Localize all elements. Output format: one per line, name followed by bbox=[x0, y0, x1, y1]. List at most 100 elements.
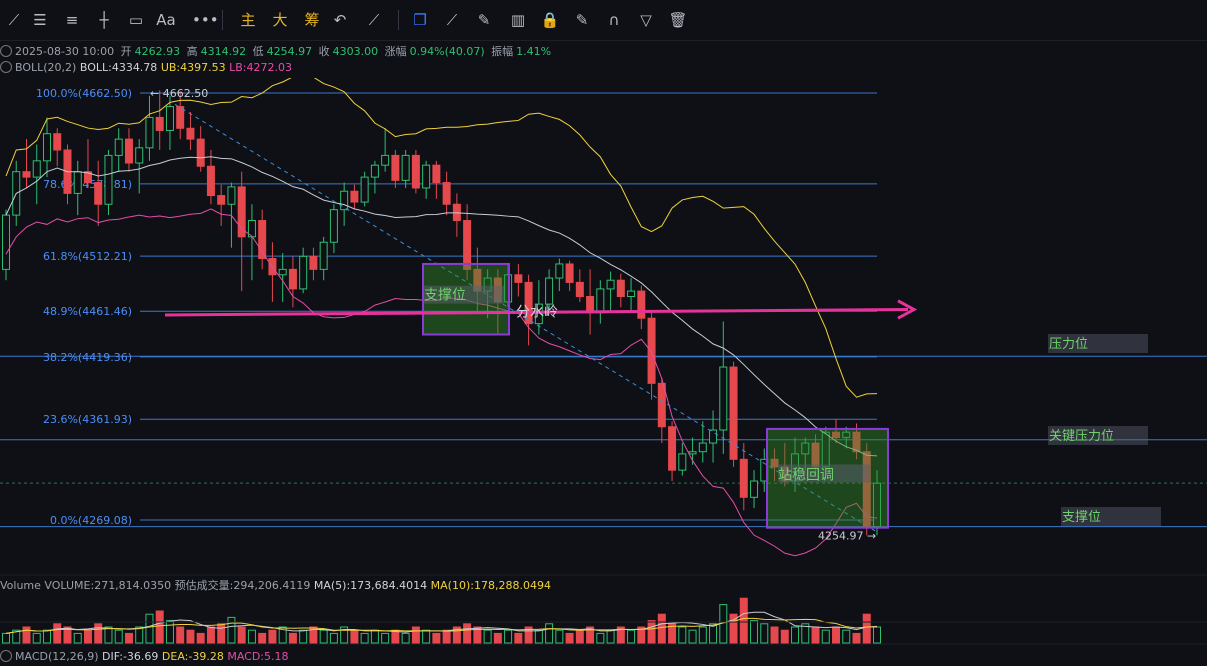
volume-name: Volume bbox=[0, 579, 41, 592]
horizontal-lines-icon[interactable]: ☰ bbox=[33, 11, 47, 29]
fib-label: 0.0%(4269.08) bbox=[50, 514, 132, 527]
candle-body bbox=[391, 154, 400, 181]
volume-bar bbox=[534, 629, 543, 644]
volume-bar bbox=[299, 629, 308, 644]
boll-mid-value: BOLL:4334.78 bbox=[79, 61, 158, 74]
fib-label: 61.8%(4512.21) bbox=[43, 250, 132, 263]
volume-bar bbox=[821, 629, 830, 644]
bell-icon[interactable] bbox=[0, 650, 12, 662]
boll-readout: BOLL(20,2) BOLL:4334.78 UB:4397.53 LB:42… bbox=[0, 61, 292, 77]
volume-bar bbox=[411, 626, 420, 644]
candle-body bbox=[801, 442, 810, 455]
candle-body bbox=[852, 431, 861, 453]
high-value: 4314.92 bbox=[200, 45, 247, 58]
trash-icon[interactable]: 🗑 bbox=[668, 11, 688, 29]
rectangle-icon[interactable]: ▭ bbox=[128, 11, 144, 29]
candle-body bbox=[411, 154, 420, 189]
watershed-arrowhead bbox=[897, 299, 918, 320]
copy-icon[interactable]: ❐ bbox=[413, 11, 427, 29]
volume-bar bbox=[217, 623, 226, 644]
candle-body bbox=[350, 190, 359, 203]
trendline-icon[interactable]: ⟋ bbox=[8, 11, 20, 29]
volume-bar bbox=[268, 629, 277, 644]
volume-bar bbox=[862, 613, 871, 644]
bell-icon[interactable] bbox=[0, 61, 12, 73]
candle-icon[interactable]: ▥ bbox=[510, 11, 526, 29]
volume-bar bbox=[288, 632, 297, 644]
notes-icon[interactable]: ✎ bbox=[575, 11, 589, 29]
volume-bar bbox=[145, 613, 154, 644]
candle-body bbox=[534, 303, 543, 325]
candle-body bbox=[647, 317, 656, 384]
toolbar-separator bbox=[222, 10, 223, 30]
macd-name[interactable]: MACD(12,26,9) bbox=[15, 650, 99, 663]
volume-bar bbox=[852, 632, 861, 644]
price-chart[interactable]: 100.0%(4662.50)78.6%(4578.81)61.8%(4512.… bbox=[0, 78, 1207, 650]
candle-body bbox=[770, 458, 779, 468]
candle-body bbox=[83, 171, 92, 184]
cross-line-icon[interactable]: ┼ bbox=[99, 11, 109, 29]
boll-mid-line bbox=[5, 156, 878, 457]
volume-bar bbox=[606, 629, 615, 644]
volume-bar bbox=[114, 629, 123, 644]
volume-bar bbox=[340, 626, 349, 644]
boll-name[interactable]: BOLL(20,2) bbox=[15, 61, 77, 74]
candle-body bbox=[299, 255, 308, 290]
open-label: 开 bbox=[120, 45, 132, 58]
volume-ma5: MA(5):173,684.4014 bbox=[313, 579, 428, 592]
parallel-channel-icon[interactable]: ≡ bbox=[65, 11, 79, 29]
volume-bar bbox=[401, 632, 410, 644]
candle-body bbox=[862, 451, 871, 528]
volume-bar bbox=[12, 629, 21, 644]
candle-body bbox=[135, 147, 144, 164]
support-label-bg bbox=[1061, 507, 1161, 526]
volume-bar bbox=[2, 632, 10, 644]
volume-bar bbox=[135, 626, 144, 644]
big-tool[interactable]: 大 bbox=[272, 11, 288, 29]
volume-bar bbox=[596, 632, 605, 644]
magnet-icon[interactable]: ∩ bbox=[608, 11, 620, 29]
volume-bar bbox=[32, 632, 41, 644]
volume-bar bbox=[657, 613, 666, 644]
main-tool[interactable]: 主 bbox=[240, 11, 256, 29]
brush-icon[interactable]: ✎ bbox=[477, 11, 491, 29]
candle-body bbox=[217, 195, 226, 205]
candle-body bbox=[555, 263, 564, 279]
volume-bar bbox=[432, 632, 441, 644]
candle-body bbox=[750, 480, 759, 498]
volume-bar bbox=[22, 626, 31, 644]
measure-icon[interactable]: ⟋ bbox=[368, 11, 380, 29]
candle-body bbox=[165, 106, 174, 131]
volume-bar bbox=[586, 626, 595, 644]
volume-bar bbox=[104, 626, 113, 644]
filter-icon[interactable]: ▽ bbox=[640, 11, 652, 29]
lock-icon[interactable]: 🔒 bbox=[540, 11, 560, 29]
volume-bar bbox=[555, 629, 564, 644]
settings-icon[interactable] bbox=[0, 45, 12, 57]
candle-body bbox=[206, 165, 215, 197]
volume-bar bbox=[165, 620, 174, 644]
ruler-icon[interactable]: ⟋ bbox=[446, 11, 458, 29]
candle-body bbox=[186, 127, 195, 140]
candle-body bbox=[176, 106, 185, 129]
text-icon[interactable]: Aa bbox=[156, 11, 176, 29]
chip-tool[interactable]: 筹 bbox=[304, 11, 320, 29]
watershed-label: 分水岭 bbox=[516, 305, 558, 321]
volume-bar bbox=[627, 629, 636, 644]
volume-bar bbox=[422, 629, 431, 644]
more-icon[interactable]: ••• bbox=[192, 11, 219, 29]
candle-body bbox=[842, 431, 851, 439]
volume-bar bbox=[442, 629, 451, 644]
watershed-arrow bbox=[164, 308, 909, 317]
candle-body bbox=[575, 281, 584, 298]
undo-icon[interactable]: ↶ bbox=[333, 11, 347, 29]
volume-ma10: MA(10):178,288.0494 bbox=[430, 579, 551, 592]
ohlc-datetime: 2025-08-30 10:00 bbox=[15, 45, 115, 58]
volume-bar bbox=[678, 626, 687, 644]
volume-bar bbox=[381, 632, 390, 644]
fib-label: 100.0%(4662.50) bbox=[36, 87, 132, 100]
volume-bar bbox=[53, 623, 62, 644]
candle-body bbox=[422, 164, 431, 189]
candle-body bbox=[688, 451, 697, 455]
candle-body bbox=[155, 116, 164, 131]
